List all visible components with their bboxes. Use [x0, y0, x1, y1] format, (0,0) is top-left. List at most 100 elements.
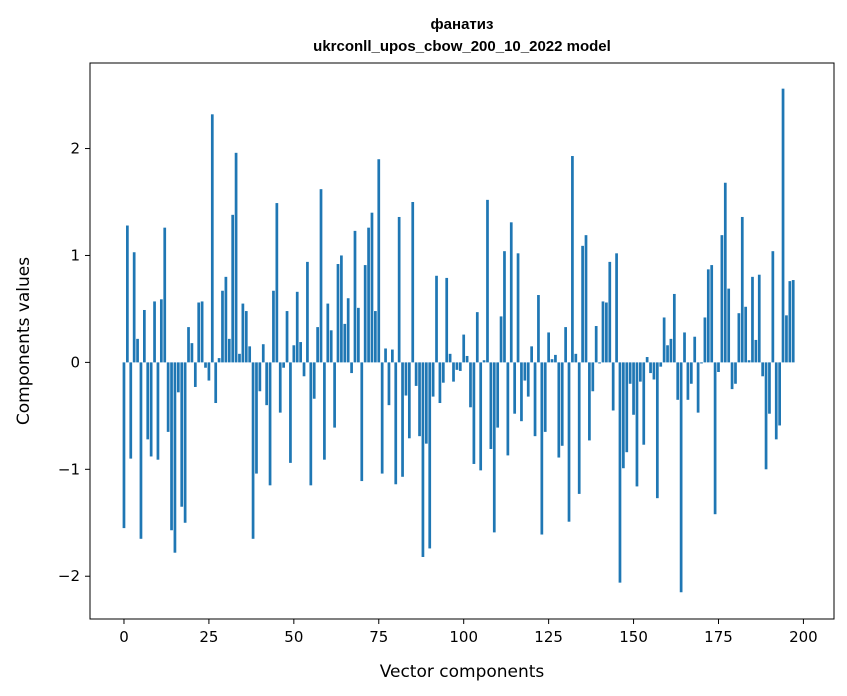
bar	[618, 362, 622, 583]
bar	[248, 346, 252, 363]
bar	[513, 362, 517, 414]
bar	[635, 362, 639, 487]
bar	[751, 276, 754, 363]
bar	[285, 311, 289, 363]
x-tick-label: 50	[284, 628, 303, 646]
bar	[594, 326, 598, 363]
bar	[122, 362, 126, 529]
bar	[577, 362, 581, 494]
x-tick-label: 200	[789, 628, 818, 646]
bar	[238, 353, 241, 363]
bar	[173, 362, 177, 553]
bar	[255, 362, 258, 474]
bar	[343, 323, 347, 363]
bar	[645, 357, 649, 363]
x-axis-ticks: 0 25 50 75 100 125 150 175 200	[119, 619, 818, 646]
bar	[727, 288, 731, 363]
bar	[455, 362, 459, 370]
bar	[357, 307, 360, 363]
bar	[744, 306, 748, 363]
bar	[241, 303, 245, 363]
bar	[275, 203, 279, 363]
bar	[652, 362, 656, 380]
bar	[244, 311, 248, 363]
bar	[723, 182, 727, 363]
bar	[788, 281, 792, 363]
bar	[757, 274, 761, 363]
bar	[662, 317, 666, 363]
bar	[601, 301, 605, 363]
bar	[387, 362, 391, 406]
bar	[598, 362, 601, 364]
bars-group	[122, 88, 795, 593]
bar	[452, 362, 455, 382]
bar	[717, 362, 720, 372]
bar	[523, 362, 527, 381]
bar	[418, 362, 421, 437]
bar	[713, 362, 717, 515]
bar	[340, 255, 343, 363]
bar	[516, 253, 520, 363]
bar	[176, 362, 180, 393]
bar	[737, 313, 741, 363]
x-tick-label: 75	[369, 628, 388, 646]
bar	[126, 225, 129, 363]
bar	[214, 362, 218, 404]
bar	[224, 276, 228, 363]
bar	[689, 362, 693, 384]
bar	[639, 362, 642, 382]
bar	[251, 362, 255, 539]
bar	[350, 362, 353, 374]
bar	[547, 332, 550, 363]
bar	[407, 362, 411, 439]
bar	[319, 189, 323, 363]
bar	[353, 230, 357, 363]
bar	[642, 362, 646, 445]
bar	[435, 275, 438, 363]
bar	[323, 362, 326, 460]
bar	[153, 301, 156, 363]
bar	[537, 295, 540, 363]
bar	[700, 362, 703, 364]
x-axis-label: Vector components	[380, 662, 545, 682]
bar	[200, 301, 204, 363]
bar	[672, 293, 676, 363]
bar	[655, 362, 659, 499]
bar	[475, 312, 479, 363]
x-tick-label: 0	[119, 628, 129, 646]
bar	[489, 362, 493, 449]
bar	[346, 298, 350, 363]
bar	[166, 362, 170, 432]
bar	[588, 362, 591, 441]
bar	[217, 358, 221, 363]
bar	[550, 359, 554, 363]
bar	[649, 362, 652, 374]
bar	[292, 345, 296, 363]
bar	[193, 362, 197, 387]
bar	[557, 362, 561, 458]
bar	[462, 334, 466, 363]
bar	[312, 362, 316, 399]
bar	[397, 216, 401, 363]
x-tick-label: 175	[704, 628, 733, 646]
bar	[543, 362, 547, 432]
bar	[329, 330, 333, 363]
bar	[574, 353, 578, 363]
bar	[778, 362, 781, 426]
y-tick-label: −2	[58, 567, 80, 585]
bar	[336, 264, 340, 363]
bar	[771, 251, 775, 363]
bar	[740, 216, 744, 363]
bar	[384, 348, 387, 363]
bar	[394, 362, 398, 485]
bar	[458, 362, 462, 371]
bar	[768, 362, 771, 414]
bar	[326, 303, 330, 363]
bar	[530, 346, 533, 363]
bar	[187, 327, 190, 363]
bar	[693, 336, 697, 363]
bar	[503, 251, 506, 363]
bar	[774, 362, 778, 440]
bar	[190, 343, 194, 363]
